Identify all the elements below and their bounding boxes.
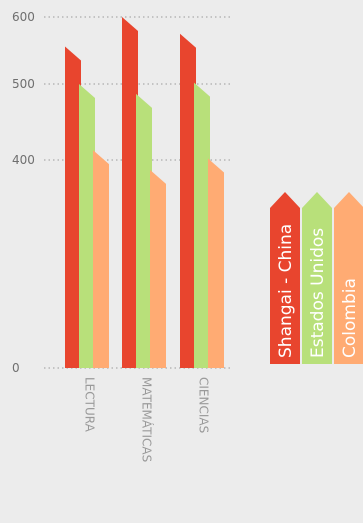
category-label: LECTURA xyxy=(83,377,97,433)
legend-swatch-3 xyxy=(334,192,363,364)
y-tick-label: 500 xyxy=(12,77,35,91)
y-tick-label: 600 xyxy=(12,10,35,24)
legend-swatch-2 xyxy=(302,192,332,364)
bar-3-3 xyxy=(208,158,224,368)
bar-3-2 xyxy=(150,169,166,368)
category-label: CIENCIAS xyxy=(197,377,211,433)
bar-1-3 xyxy=(180,33,196,368)
bar-1-1 xyxy=(65,46,81,368)
bar-1-2 xyxy=(122,17,138,368)
bar-3-1 xyxy=(93,150,109,368)
y-tick-label: 0 xyxy=(12,361,20,375)
legend-label: Colombia xyxy=(340,278,360,358)
bar-2-2 xyxy=(136,93,152,368)
bar-2-1 xyxy=(79,84,95,368)
legend-label: Shangai - China xyxy=(276,224,296,358)
legend-label: Estados Unidos xyxy=(308,228,328,358)
bar-2-3 xyxy=(194,82,210,368)
legend-swatch-1 xyxy=(270,192,300,364)
y-tick-label: 400 xyxy=(12,153,35,167)
category-label: MATEMÁTICAS xyxy=(140,377,155,462)
